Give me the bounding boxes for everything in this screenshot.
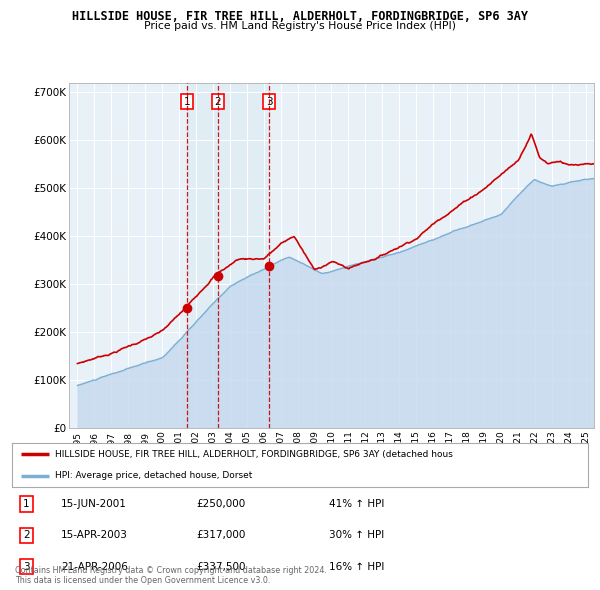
Text: £317,000: £317,000	[196, 530, 245, 540]
Text: HPI: Average price, detached house, Dorset: HPI: Average price, detached house, Dors…	[55, 471, 253, 480]
Text: HILLSIDE HOUSE, FIR TREE HILL, ALDERHOLT, FORDINGBRIDGE, SP6 3AY: HILLSIDE HOUSE, FIR TREE HILL, ALDERHOLT…	[72, 10, 528, 23]
Bar	[187, 83, 269, 428]
Text: HILLSIDE HOUSE, FIR TREE HILL, ALDERHOLT, FORDINGBRIDGE, SP6 3AY (detached hous: HILLSIDE HOUSE, FIR TREE HILL, ALDERHOLT…	[55, 450, 453, 459]
Text: 3: 3	[266, 97, 272, 107]
Text: £250,000: £250,000	[196, 499, 245, 509]
Text: Price paid vs. HM Land Registry's House Price Index (HPI): Price paid vs. HM Land Registry's House …	[144, 21, 456, 31]
Text: 21-APR-2006: 21-APR-2006	[61, 562, 128, 572]
Text: 2: 2	[23, 530, 30, 540]
Text: 41% ↑ HPI: 41% ↑ HPI	[329, 499, 384, 509]
Text: Contains HM Land Registry data © Crown copyright and database right 2024.
This d: Contains HM Land Registry data © Crown c…	[15, 566, 327, 585]
Text: £337,500: £337,500	[196, 562, 246, 572]
Text: 3: 3	[23, 562, 30, 572]
Text: 2: 2	[215, 97, 221, 107]
Text: 30% ↑ HPI: 30% ↑ HPI	[329, 530, 384, 540]
Text: 15-APR-2003: 15-APR-2003	[61, 530, 128, 540]
Text: 16% ↑ HPI: 16% ↑ HPI	[329, 562, 384, 572]
Text: 1: 1	[184, 97, 190, 107]
Text: 15-JUN-2001: 15-JUN-2001	[61, 499, 127, 509]
Text: 1: 1	[23, 499, 30, 509]
